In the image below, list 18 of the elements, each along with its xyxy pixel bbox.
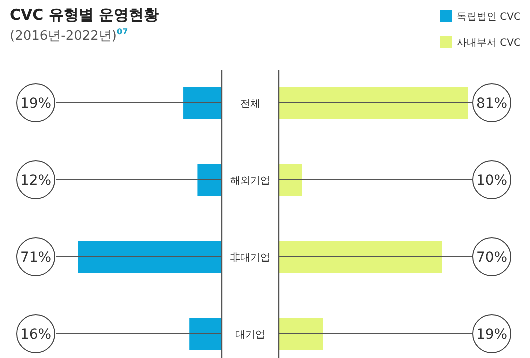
chart-title: CVC 유형별 운영현황 xyxy=(10,6,160,25)
data-label: 70% xyxy=(476,250,508,266)
legend: 독립법인 CVC xyxy=(440,10,521,23)
data-label: 71% xyxy=(20,250,52,266)
data-label: 10% xyxy=(476,173,508,189)
legend-label: 사내부서 CVC xyxy=(457,38,521,49)
y-tick-label: 해외기업 xyxy=(230,176,270,187)
legend: 사내부서 CVC xyxy=(440,36,521,49)
data-label: 19% xyxy=(476,327,508,343)
data-label: 12% xyxy=(20,173,52,189)
legend-label: 독립법인 CVC xyxy=(457,12,521,23)
data-label: 81% xyxy=(476,96,508,112)
data-label: 16% xyxy=(20,327,52,343)
y-tick-label: 전체 xyxy=(240,99,260,110)
data-label: 19% xyxy=(20,96,52,112)
y-tick-label: 非대기업 xyxy=(230,252,270,264)
y-tick-label: 대기업 xyxy=(236,330,266,341)
chart-subtitle: (2016년-2022년)$^{07}$ xyxy=(10,27,128,45)
